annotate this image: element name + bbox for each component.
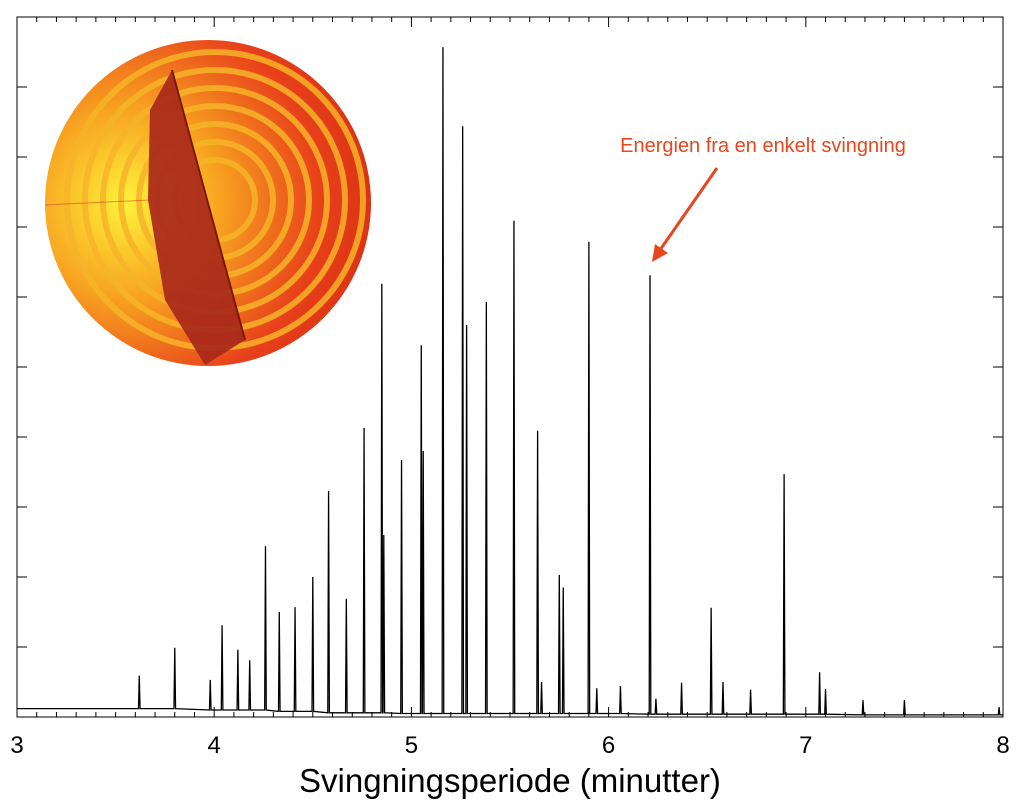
x-tick-label: 6 bbox=[602, 732, 615, 759]
annotation: Energien fra en enkelt svingning bbox=[620, 135, 906, 157]
x-tick-label: 7 bbox=[799, 732, 812, 759]
spectrum-line bbox=[17, 47, 1003, 716]
sun-illustration bbox=[44, 40, 371, 366]
x-tick-label: 3 bbox=[10, 732, 23, 759]
x-tick-label: 4 bbox=[208, 732, 221, 759]
x-tick-label: 5 bbox=[405, 732, 418, 759]
annotation-arrow bbox=[652, 167, 719, 262]
x-axis-label: Svingningsperiode (minutter) bbox=[299, 762, 721, 799]
x-tick-label: 8 bbox=[996, 732, 1009, 759]
